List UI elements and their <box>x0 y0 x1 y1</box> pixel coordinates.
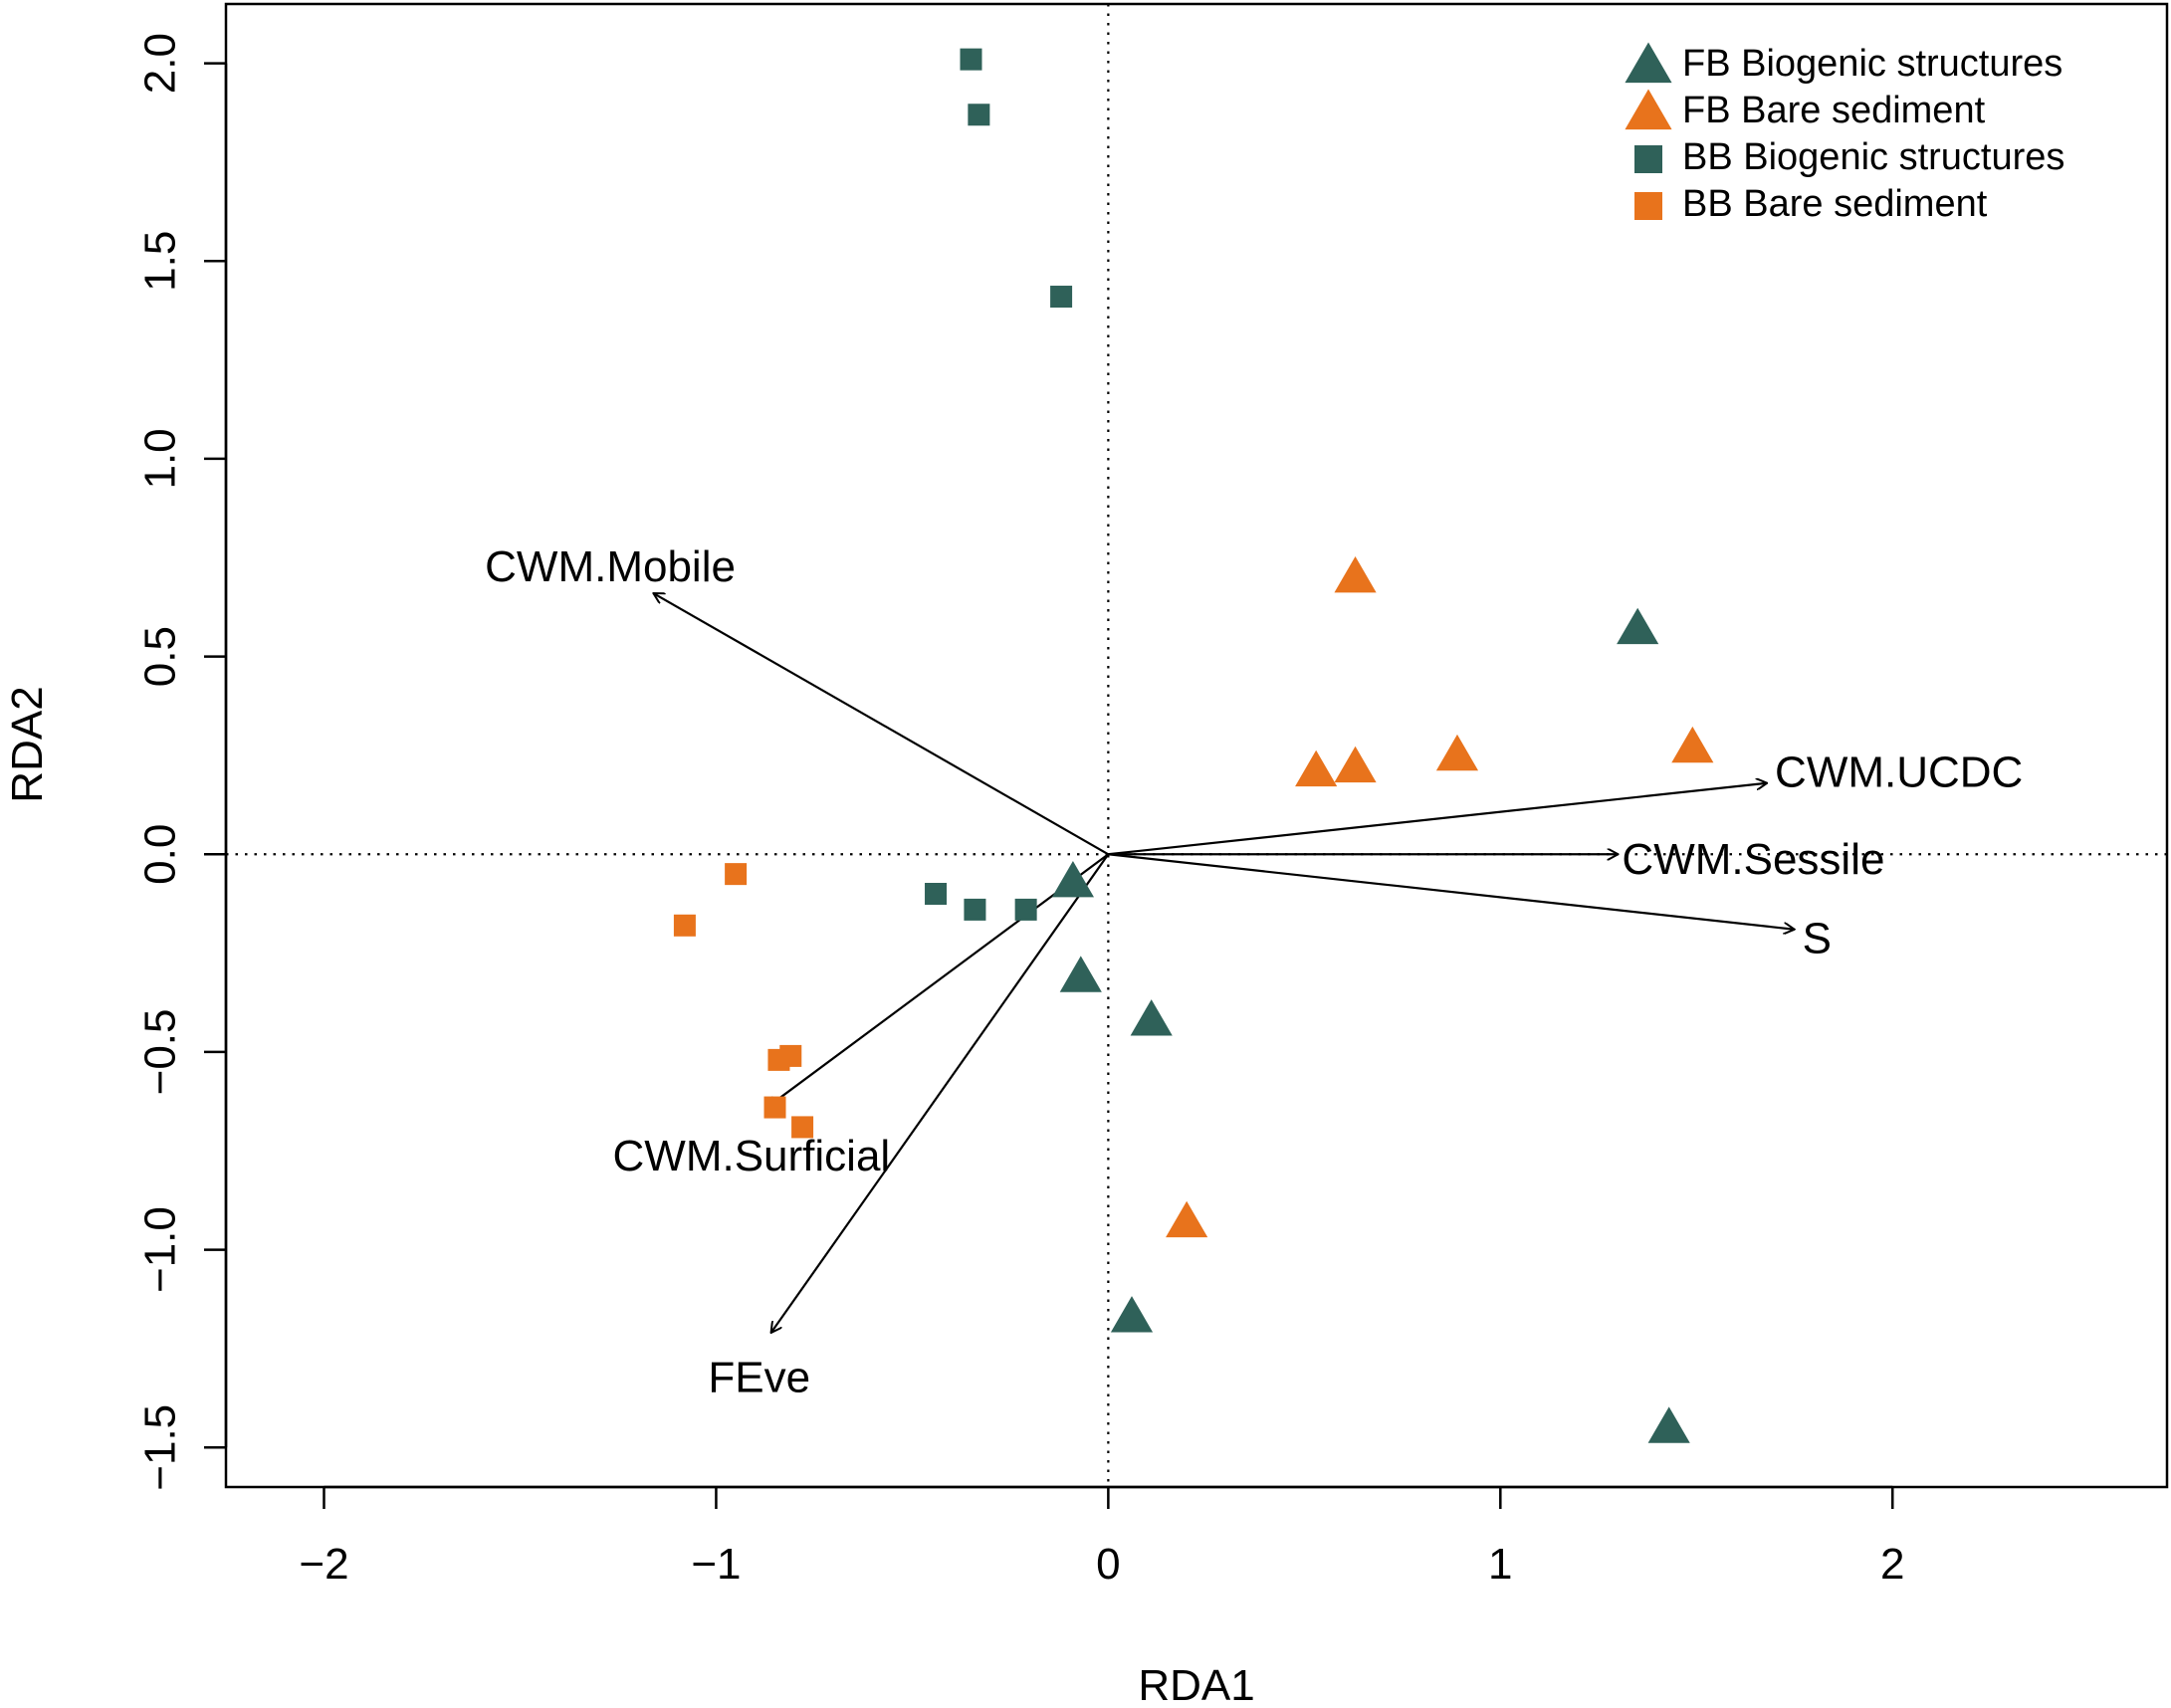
y-tick-label: 0.0 <box>136 824 185 885</box>
y-tick-label: −1.0 <box>136 1206 185 1293</box>
vector-label-cwm-sessile: CWM.Sessile <box>1622 835 1884 884</box>
legend-marker-fb-biogenic-structures <box>1625 42 1672 84</box>
vector-feve <box>771 853 1110 1333</box>
point-fb-biogenic-structures <box>1617 607 1659 645</box>
point-bb-biogenic-structures <box>925 883 948 905</box>
vector-label-cwm-mobile: CWM.Mobile <box>485 542 736 591</box>
legend-label-bb-biogenic-structures: BB Biogenic structures <box>1682 136 2064 178</box>
legend-label-fb-bare-sediment: FB Bare sediment <box>1682 90 1986 131</box>
y-tick-label: −0.5 <box>136 1008 185 1095</box>
plot-frame <box>224 2 2169 1489</box>
legend-marker-fb-bare-sediment <box>1625 89 1672 130</box>
vector-cwm-ucdc <box>1108 783 1767 856</box>
y-tick-label: 2.0 <box>136 33 185 94</box>
vector-cwm-surficial <box>767 853 1110 1107</box>
point-bb-bare-sediment <box>763 1096 786 1119</box>
y-tick-label: 1.5 <box>136 231 185 292</box>
biplot-vectors: CWM.Mobile CWM.UCDC CWM.Sessile S CWM.Surfic… <box>485 542 2023 1402</box>
y-axis-title: RDA2 <box>3 686 52 802</box>
x-tick-label: −2 <box>299 1540 348 1589</box>
x-axis: −2 −1 0 1 2 <box>299 1485 1904 1589</box>
x-tick-label: 0 <box>1096 1540 1120 1589</box>
vector-s <box>1108 853 1794 929</box>
point-fb-bare-sediment <box>1334 746 1377 783</box>
vector-label-feve: FEve <box>708 1353 810 1401</box>
vector-label-cwm-ucdc: CWM.UCDC <box>1775 747 2023 796</box>
y-tick-label: −1.5 <box>136 1404 185 1491</box>
sample-points <box>673 48 1714 1443</box>
x-tick-label: −1 <box>691 1540 741 1589</box>
point-fb-biogenic-structures <box>1130 999 1173 1036</box>
point-bb-biogenic-structures <box>1050 286 1073 309</box>
point-bb-bare-sediment <box>791 1116 814 1139</box>
point-fb-biogenic-structures <box>1647 1406 1690 1443</box>
point-bb-biogenic-structures <box>1014 898 1037 921</box>
vector-label-s: S <box>1803 914 1832 962</box>
x-axis-title: RDA1 <box>1138 1661 1254 1708</box>
legend-marker-bb-bare-sediment <box>1634 192 1662 220</box>
point-fb-bare-sediment <box>1295 749 1338 787</box>
point-fb-biogenic-structures <box>1059 956 1102 992</box>
reference-lines <box>226 4 2167 1487</box>
point-fb-bare-sediment <box>1166 1200 1208 1238</box>
point-fb-bare-sediment <box>1334 556 1377 593</box>
y-tick-label: 1.0 <box>136 428 185 489</box>
x-tick-label: 2 <box>1880 1540 1904 1589</box>
y-tick-label: 0.5 <box>136 626 185 687</box>
point-bb-bare-sediment <box>673 914 696 937</box>
point-bb-biogenic-structures <box>968 104 990 126</box>
point-bb-biogenic-structures <box>960 48 982 71</box>
legend: FB Biogenic structures FB Bare sediment BB… <box>1625 42 2064 225</box>
point-fb-bare-sediment <box>1671 726 1714 763</box>
x-tick-label: 1 <box>1488 1540 1512 1589</box>
y-axis: −1.5 −1.0 −0.5 0.0 0.5 1.0 1.5 2.0 <box>136 33 228 1491</box>
point-bb-biogenic-structures <box>964 898 986 921</box>
vector-cwm-mobile <box>653 593 1109 856</box>
point-fb-biogenic-structures <box>1051 861 1094 898</box>
legend-label-bb-bare-sediment: BB Bare sediment <box>1682 183 1988 225</box>
point-bb-bare-sediment <box>725 863 748 886</box>
legend-label-fb-biogenic-structures: FB Biogenic structures <box>1682 43 2062 85</box>
point-bb-bare-sediment <box>767 1048 790 1071</box>
vector-label-cwm-surficial: CWM.Surficial <box>613 1132 891 1180</box>
point-fb-bare-sediment <box>1435 734 1479 771</box>
legend-marker-bb-biogenic-structures <box>1634 145 1662 173</box>
point-fb-biogenic-structures <box>1110 1296 1154 1333</box>
